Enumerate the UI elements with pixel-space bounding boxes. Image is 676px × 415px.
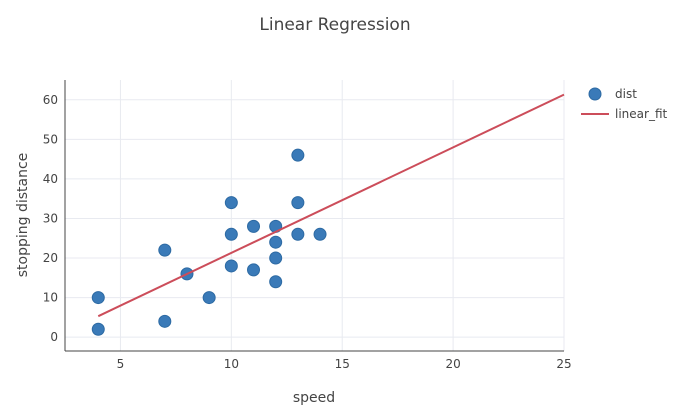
data-point xyxy=(247,219,261,233)
chart-title: Linear Regression xyxy=(259,15,410,35)
x-tick-label: 25 xyxy=(556,357,571,371)
y-tick-label: 30 xyxy=(43,211,58,225)
data-point xyxy=(224,259,238,273)
data-point xyxy=(247,263,261,277)
data-point xyxy=(224,227,238,241)
legend: dist linear_fit xyxy=(581,87,668,121)
y-tick-label: 20 xyxy=(43,251,58,265)
legend-entry-label: dist xyxy=(615,87,637,101)
linear-fit-line xyxy=(97,93,565,318)
legend-entry-label: linear_fit xyxy=(615,107,668,121)
y-tick-label: 50 xyxy=(43,132,58,146)
y-tick-label: 10 xyxy=(43,291,58,305)
data-point xyxy=(291,196,305,210)
data-point xyxy=(224,196,238,210)
data-point xyxy=(269,235,283,249)
x-axis-title: speed xyxy=(293,390,335,406)
data-point xyxy=(269,251,283,265)
data-point xyxy=(291,148,305,162)
data-point xyxy=(269,275,283,289)
x-tick-label: 15 xyxy=(335,357,350,371)
data-point xyxy=(313,227,327,241)
data-point xyxy=(291,227,305,241)
legend-marker-swatch xyxy=(588,87,602,101)
y-axis-title: stopping distance xyxy=(15,153,31,278)
axes xyxy=(64,80,564,352)
x-tick-label: 5 xyxy=(117,357,125,371)
data-point xyxy=(202,291,216,305)
y-tick-label: 0 xyxy=(50,330,58,344)
x-tick-label: 20 xyxy=(445,357,460,371)
data-point xyxy=(91,291,105,305)
grid-lines xyxy=(65,80,565,351)
data-point xyxy=(158,314,172,328)
data-point xyxy=(91,322,105,336)
plot-area xyxy=(91,93,565,336)
y-tick-label: 40 xyxy=(43,172,58,186)
data-point xyxy=(158,243,172,257)
y-tick-label: 60 xyxy=(43,93,58,107)
tick-labels: 5 10 15 20 25 0 10 20 30 40 50 60 xyxy=(43,93,572,371)
x-tick-label: 10 xyxy=(224,357,239,371)
